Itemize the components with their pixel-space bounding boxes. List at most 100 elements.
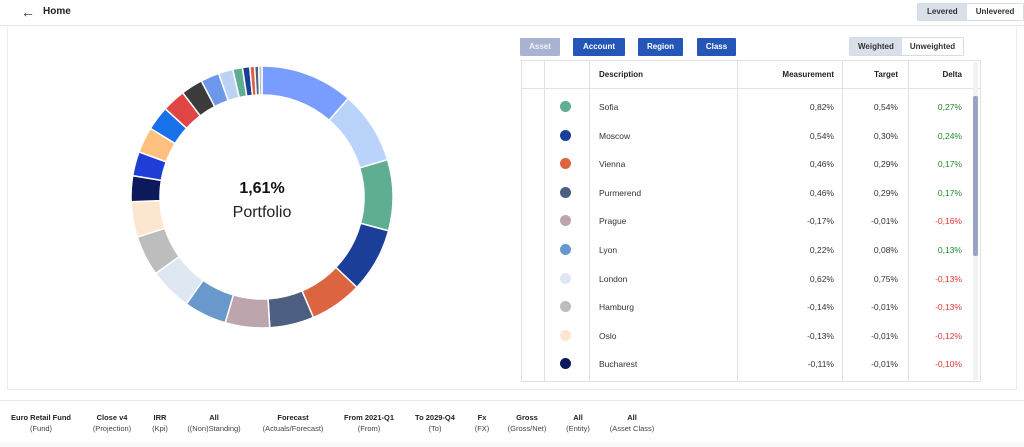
legend-dot-icon [560, 186, 571, 198]
row-measurement: 0,46% [809, 159, 834, 170]
row-target: -0,01% [871, 302, 898, 313]
row-delta: 0,13% [937, 245, 962, 255]
footer-filter-sub: (Fund) [29, 424, 53, 433]
back-arrow-icon[interactable]: ← [21, 4, 35, 20]
footer-filter-label: All [573, 413, 583, 422]
row-measurement: 0,46% [809, 187, 834, 198]
column-divider [842, 61, 843, 381]
measurement-header[interactable]: Measurement [782, 70, 834, 79]
row-target: 0,75% [873, 273, 898, 284]
footer-filter-fund[interactable]: Euro Retail Fund (Fund) [8, 413, 74, 433]
row-delta: -0,12% [935, 330, 962, 341]
legend-dot-icon [560, 329, 571, 341]
table-row[interactable]: Sofia 0,82% 0,54% 0,27% [522, 92, 980, 120]
legend-dot-icon [560, 101, 571, 112]
group-class-button[interactable]: Class [697, 38, 736, 56]
group-region-button[interactable]: Region [638, 38, 683, 56]
footer-filter-label: IRR [153, 413, 167, 422]
levered-toggle: Levered Unlevered [917, 3, 1024, 21]
unweighted-option[interactable]: Unweighted [901, 38, 964, 55]
filter-footer: Euro Retail Fund (Fund) Close v4 (Projec… [0, 400, 1024, 442]
footer-bottom-strip [0, 442, 1024, 447]
footer-filter-sub: (Actuals/Forecast) [262, 424, 324, 433]
legend-dot-icon [560, 301, 571, 313]
description-header[interactable]: Description [599, 70, 644, 79]
row-delta: -0,16% [935, 216, 962, 227]
footer-filter-label: To 2029-Q4 [415, 413, 455, 422]
row-target: 0,08% [873, 245, 898, 255]
table-scrollbar-thumb[interactable] [973, 96, 978, 256]
row-target: -0,01% [871, 359, 898, 370]
table-header-row: Description Measurement Target Delta [522, 61, 980, 89]
top-bar: ← Home Levered Unlevered [0, 0, 1024, 26]
footer-filter-label: From 2021-Q1 [343, 413, 395, 422]
footer-filter-sub: (Entity) [566, 424, 590, 433]
row-measurement: -0,11% [807, 359, 834, 370]
group-asset-button[interactable]: Asset [520, 38, 560, 56]
row-delta: -0,13% [935, 302, 962, 313]
row-description: Purmerend [599, 187, 642, 198]
donut-svg [130, 65, 394, 329]
footer-filter-kpi[interactable]: IRR (Kpi) [148, 413, 172, 433]
footer-filter-sub: ((Non)Standing) [187, 424, 241, 433]
legend-dot-icon [560, 358, 571, 370]
table-row[interactable]: Bucharest -0,11% -0,01% -0,10% [522, 349, 980, 377]
levered-option[interactable]: Levered [918, 4, 967, 20]
group-account-button[interactable]: Account [573, 38, 625, 56]
footer-filter-entity[interactable]: All (Entity) [562, 413, 594, 433]
row-description: Sofia [599, 102, 619, 112]
legend-dot-icon [560, 158, 571, 170]
table-row[interactable]: Lyon 0,22% 0,08% 0,13% [522, 235, 980, 263]
weighted-option[interactable]: Weighted [850, 38, 902, 55]
footer-filter-from[interactable]: From 2021-Q1 (From) [340, 413, 398, 433]
donut-slice[interactable] [257, 65, 263, 96]
footer-filter-actuals-forecast[interactable]: Forecast (Actuals/Forecast) [258, 413, 328, 433]
target-header[interactable]: Target [874, 70, 898, 79]
row-target: 0,30% [873, 130, 898, 141]
row-target: 0,29% [873, 159, 898, 170]
table-row[interactable]: Vienna 0,46% 0,29% 0,17% [522, 149, 980, 177]
footer-filter-label: All [209, 413, 219, 422]
table-row[interactable]: Hamburg -0,14% -0,01% -0,13% [522, 292, 980, 320]
footer-filter-standing[interactable]: All ((Non)Standing) [182, 413, 246, 433]
table-row[interactable]: Prague -0,17% -0,01% -0,16% [522, 206, 980, 234]
row-delta: 0,17% [937, 159, 962, 170]
footer-filter-fx[interactable]: Fx (FX) [472, 413, 492, 433]
donut-center-value: 1,61% [239, 180, 285, 197]
legend-dot-icon [560, 272, 571, 284]
row-measurement: 0,54% [809, 130, 834, 141]
row-description: Prague [599, 216, 627, 227]
delta-header[interactable]: Delta [942, 70, 962, 79]
table-row[interactable]: London 0,62% 0,75% -0,13% [522, 264, 980, 292]
row-measurement: 0,62% [809, 273, 834, 284]
table-row[interactable]: Moscow 0,54% 0,30% 0,24% [522, 121, 980, 149]
footer-filter-projection[interactable]: Close v4 (Projection) [86, 413, 138, 433]
row-description: Vienna [599, 159, 626, 170]
footer-filter-label: Gross [516, 413, 538, 422]
column-divider [544, 61, 545, 381]
footer-filter-to[interactable]: To 2029-Q4 (To) [410, 413, 460, 433]
legend-dot-icon [560, 244, 571, 255]
data-table: Description Measurement Target Delta Sof… [521, 60, 981, 382]
page-title: Home [43, 6, 71, 17]
weighted-toggle: Weighted Unweighted [849, 37, 965, 56]
row-delta: -0,10% [935, 359, 962, 370]
footer-filter-asset-class[interactable]: All (Asset Class) [606, 413, 658, 433]
donut-center-label: Portfolio [232, 204, 292, 221]
row-description: Moscow [599, 130, 631, 141]
row-measurement: -0,14% [807, 302, 834, 313]
row-description: Hamburg [599, 302, 634, 313]
unlevered-option[interactable]: Unlevered [966, 4, 1024, 20]
footer-filter-sub: (Asset Class) [609, 424, 655, 433]
column-divider [589, 61, 590, 381]
row-description: Oslo [599, 330, 617, 341]
table-row[interactable]: Oslo -0,13% -0,01% -0,12% [522, 321, 980, 349]
footer-filter-gross-net[interactable]: Gross (Gross/Net) [502, 413, 552, 433]
legend-dot-icon [560, 129, 571, 141]
row-measurement: -0,13% [807, 330, 834, 341]
portfolio-donut-chart: 1,61% Portfolio [125, 60, 399, 334]
row-delta: -0,13% [935, 273, 962, 284]
row-delta: 0,24% [937, 130, 962, 141]
footer-filter-label: Fx [477, 413, 487, 422]
table-row[interactable]: Purmerend 0,46% 0,29% 0,17% [522, 178, 980, 206]
